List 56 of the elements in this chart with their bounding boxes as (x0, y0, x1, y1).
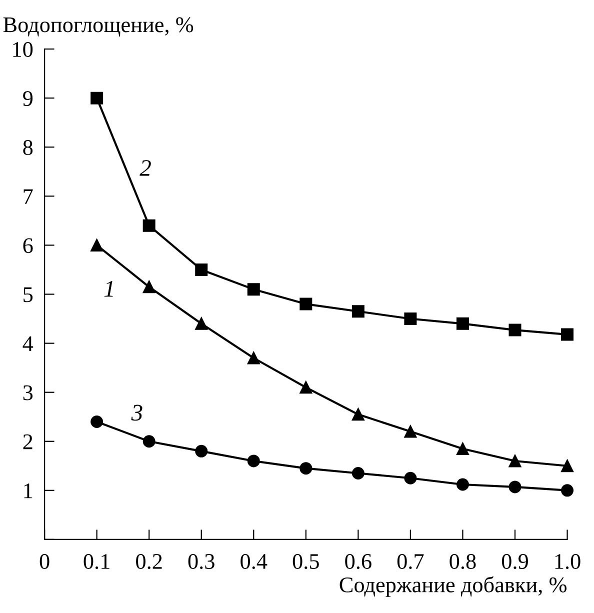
point (404, 472, 417, 484)
x-axis-title: Содержание добавки, % (340, 576, 567, 597)
y-tick-label: 8 (23, 140, 33, 156)
point (352, 408, 364, 421)
point (300, 298, 312, 310)
y-tick-label: 5 (24, 287, 33, 302)
x-tick-label: 0.2 (136, 554, 162, 570)
point (195, 444, 208, 458)
point (456, 442, 469, 455)
x-tick-label: 0.1 (84, 554, 110, 570)
point (508, 454, 522, 468)
series-label: 2 (140, 160, 151, 176)
x-tick-label: 0.5 (292, 554, 319, 570)
point (90, 415, 104, 428)
y-tick-label: 7 (24, 189, 33, 204)
point (561, 484, 574, 497)
point (142, 435, 156, 448)
y-tick-label: 4 (22, 336, 34, 351)
point (300, 381, 312, 394)
point (561, 328, 574, 341)
point (404, 312, 417, 326)
y-tick-label: 3 (23, 385, 33, 400)
point (247, 283, 260, 296)
y-tick-label: 10 (13, 42, 33, 57)
x-tick-label: 0 (40, 554, 50, 569)
y-tick-label: 6 (23, 238, 33, 254)
point (352, 305, 364, 318)
y-tick-label: 2 (23, 434, 32, 450)
point (561, 460, 574, 472)
point (142, 219, 156, 232)
point (404, 425, 417, 438)
x-tick-label: 0.6 (345, 554, 372, 570)
y-axis-title: Водопоглощение, % (3, 17, 194, 37)
point (508, 480, 522, 494)
point (300, 462, 312, 475)
point (90, 238, 104, 252)
point (456, 478, 469, 491)
x-tick-label: 0.4 (240, 554, 268, 570)
series-label: 3 (131, 404, 142, 421)
point (90, 92, 104, 104)
x-tick-label: 0.3 (188, 554, 214, 570)
y-tick-label: 9 (23, 91, 33, 106)
series-label: 1 (104, 281, 113, 297)
point (508, 324, 522, 336)
point (352, 466, 364, 480)
point (142, 280, 156, 294)
x-tick-label: 1.0 (555, 554, 580, 570)
point (456, 317, 469, 330)
x-tick-label: 0.8 (450, 554, 476, 570)
point (247, 454, 260, 468)
point (195, 263, 208, 276)
point (195, 317, 208, 330)
y-tick-label: 1 (24, 483, 32, 498)
x-tick-label: 0.9 (502, 554, 528, 570)
x-tick-label: 0.7 (397, 554, 424, 570)
point (247, 352, 260, 364)
